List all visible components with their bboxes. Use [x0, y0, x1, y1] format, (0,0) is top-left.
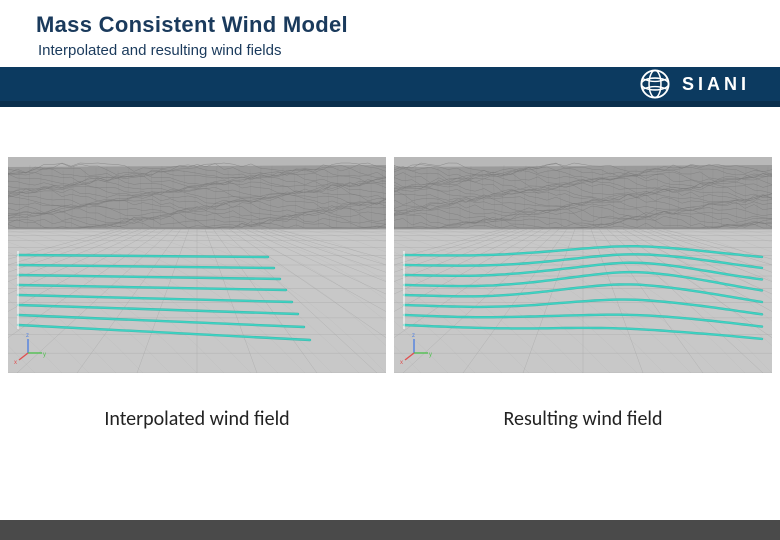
svg-text:x: x [14, 360, 17, 366]
right-panel: z y x [394, 157, 772, 373]
svg-text:y: y [43, 352, 46, 358]
logo-text: SIANI [682, 74, 750, 95]
left-caption: Interpolated wind field [8, 407, 386, 431]
svg-text:y: y [429, 352, 432, 358]
visualization-row: z y x z y x [0, 107, 780, 373]
right-caption: Resulting wind field [394, 407, 772, 431]
svg-text:z: z [412, 333, 415, 339]
header-banner: SIANI [0, 67, 780, 101]
slide-subtitle: Interpolated and resulting wind fields [0, 38, 780, 67]
slide-title: Mass Consistent Wind Model [36, 12, 348, 38]
svg-text:z: z [26, 333, 29, 339]
interpolated-field-svg: z y x [8, 157, 386, 373]
left-panel: z y x [8, 157, 386, 373]
slide-footer [0, 520, 780, 540]
resulting-field-svg: z y x [394, 157, 772, 373]
caption-row: Interpolated wind field Resulting wind f… [0, 373, 780, 431]
slide-header: Mass Consistent Wind Model Interpolated … [0, 0, 780, 67]
title-row: Mass Consistent Wind Model [0, 12, 780, 38]
globe-icon [638, 67, 672, 101]
svg-text:x: x [400, 360, 403, 366]
logo: SIANI [638, 67, 750, 101]
